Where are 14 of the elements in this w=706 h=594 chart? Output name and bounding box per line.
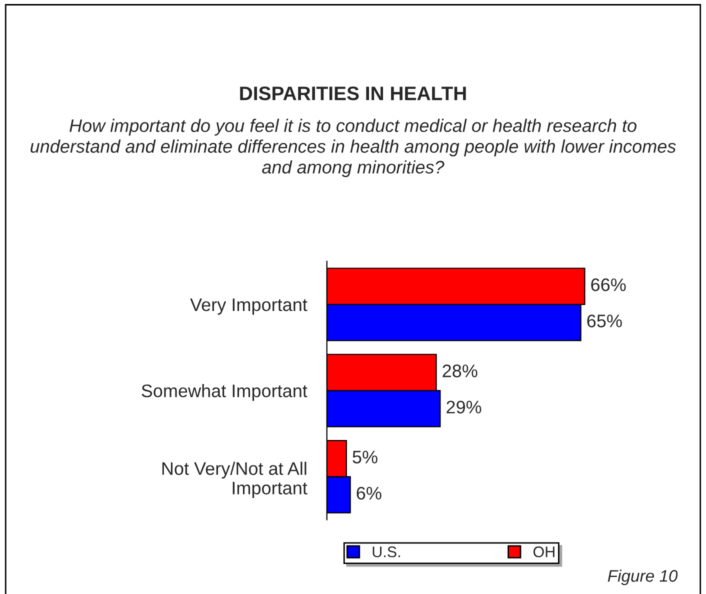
y-tick-label: Somewhat Important	[142, 384, 308, 401]
legend-label: U.S.	[372, 546, 400, 558]
chart-subtitle: How important do you feel it is to conduct medical or health research to understand and eliminate differences in health among people with lower incomes and among minorities?	[30, 118, 676, 178]
caption: Figure 10	[608, 570, 678, 586]
data-label: 6%	[356, 486, 382, 500]
legend-label: OH	[533, 546, 554, 558]
data-label: 65%	[587, 314, 622, 328]
data-label: 29%	[446, 400, 482, 414]
y-tick-label: Not Very/Not at All Important	[162, 462, 308, 498]
data-label: 5%	[352, 450, 378, 464]
chart-title: DISPARITIES IN HEALTH	[240, 86, 466, 100]
y-tick-label: Very Important	[190, 298, 308, 315]
data-label: 28%	[442, 364, 478, 378]
data-label: 66%	[591, 278, 626, 292]
